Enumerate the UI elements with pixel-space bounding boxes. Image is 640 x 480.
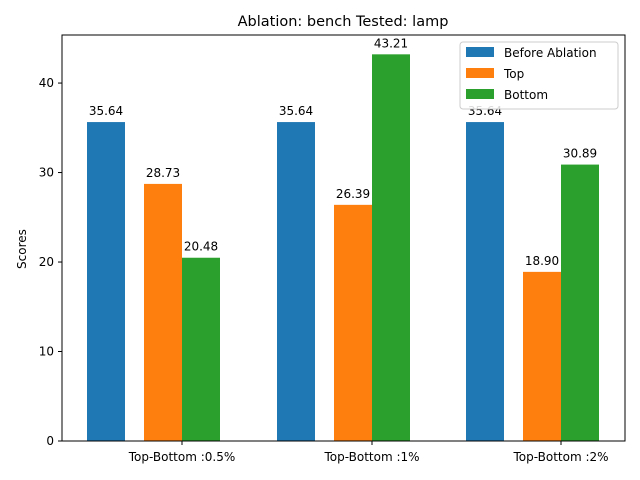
y-tick-label-1: 0 [46, 434, 54, 448]
value-label-3-2: 43.21 [374, 36, 408, 50]
value-labels-group: 35.6428.7320.4835.6426.3943.2135.6418.90… [89, 36, 597, 268]
legend-label-2: Top [503, 67, 524, 81]
legend-swatch-2 [466, 68, 494, 78]
bar-2-2 [334, 204, 372, 441]
legend-label-1: Before Ablation [504, 46, 597, 60]
x-tick-label-3: Top-Bottom :2% [512, 450, 608, 464]
value-label-2-1: 28.73 [146, 166, 180, 180]
bar-2-3 [523, 271, 561, 441]
value-label-2-2: 26.39 [336, 187, 370, 201]
y-tick-label-4: 30 [39, 166, 54, 180]
y-axis-label: Scores [15, 229, 29, 269]
x-axis: Top-Bottom :0.5% Top-Bottom :1% Top-Bottom… [128, 441, 609, 464]
value-label-3-1: 20.48 [184, 240, 218, 254]
x-tick-label-2: Top-Bottom :1% [323, 450, 419, 464]
bar-1-2 [277, 122, 315, 441]
y-tick-label-2: 10 [39, 345, 54, 359]
legend-box [459, 41, 619, 110]
y-tick-label-3: 20 [39, 255, 54, 269]
x-tick-label-1: Top-Bottom :0.5% [128, 450, 236, 464]
bar-1-1 [87, 122, 125, 441]
legend-swatch-3 [466, 89, 494, 99]
value-label-3-3: 30.89 [563, 147, 597, 161]
legend-label-3: Bottom [504, 88, 548, 102]
y-tick-label-5: 40 [39, 76, 54, 90]
bar-2-1 [144, 183, 182, 441]
bar-1-3 [466, 122, 504, 441]
y-axis: 0 10 20 30 40 [39, 76, 62, 448]
legend-swatch-1 [466, 47, 494, 57]
value-label-1-1: 35.64 [89, 104, 123, 118]
legend: Before Ablation Top Bottom [459, 41, 619, 110]
bar-3-1 [182, 257, 220, 441]
plot-frame [61, 34, 626, 442]
bar-3-2 [372, 54, 410, 441]
value-label-1-2: 35.64 [279, 104, 313, 118]
bars-group [87, 54, 599, 442]
bar-3-3 [561, 164, 599, 442]
value-label-2-3: 18.90 [525, 254, 559, 268]
chart-title: Ablation: bench Tested: lamp [238, 14, 449, 30]
